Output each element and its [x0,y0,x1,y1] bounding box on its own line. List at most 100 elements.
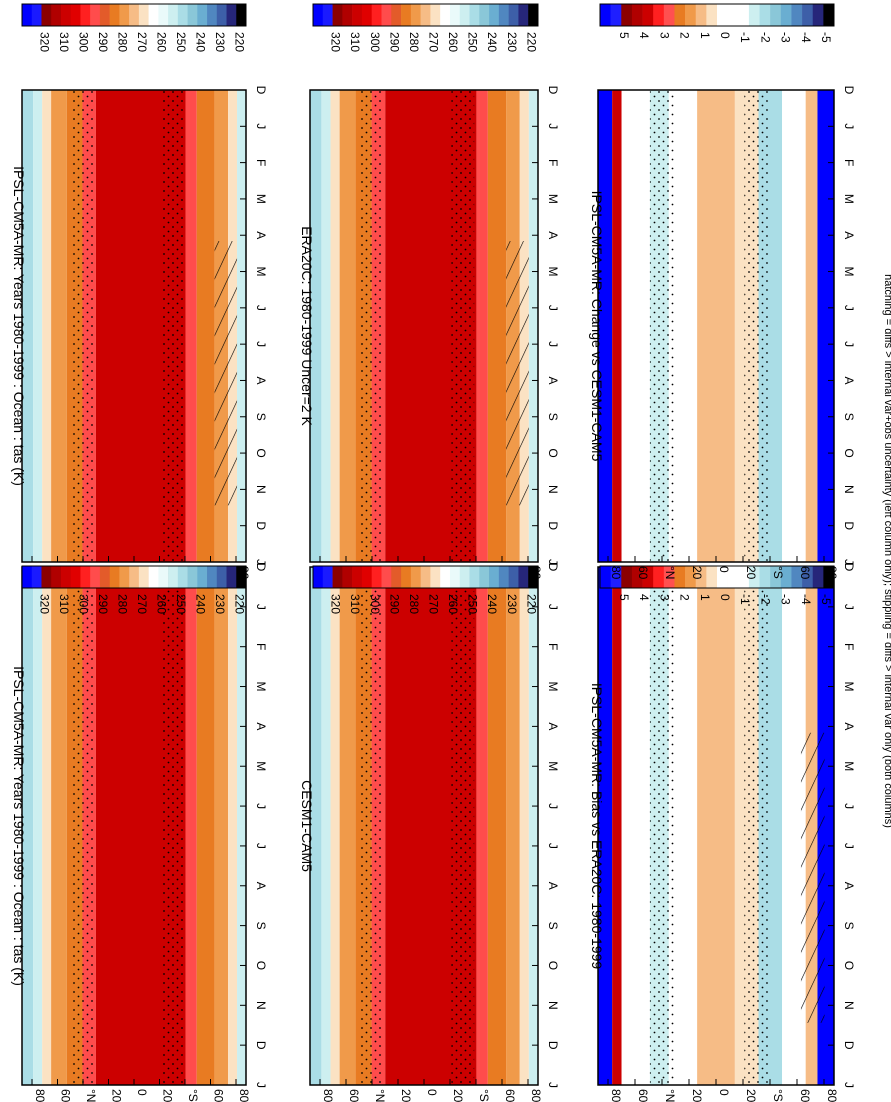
colorbar-frame [312,565,539,589]
colorbar-swatch [70,566,81,588]
colorbar-swatch [60,566,71,588]
colorbar-swatch [780,4,792,26]
field-band [528,567,538,1085]
x-tick-label: D [842,563,856,572]
colorbar-swatch [158,566,169,588]
x-tick-label: J [546,305,560,311]
colorbar-frame [599,565,835,589]
colorbar-swatch [717,566,728,588]
colorbar-swatch [449,566,461,588]
y-tick-label: 80 [609,1089,623,1102]
x-tick-label: D [546,563,560,572]
colorbar-swatch [207,566,218,588]
colorbar-swatch [187,566,198,588]
field-band [598,90,613,562]
colorbar-tick-label: 5 [617,594,631,601]
colorbar-swatch [420,4,431,26]
x-tick-label: O [546,448,560,457]
x-tick-label: J [842,123,856,129]
colorbar-tick-label: 4 [637,32,651,39]
stippling-overlay [649,567,674,1085]
chart-title: IPSL-CM5A-MR: Change vs CESM1-CAM5 [589,191,605,462]
colorbar-tick-label: 280 [407,32,421,52]
colorbar-swatch [469,4,480,26]
colorbar-frame [312,3,539,27]
colorbar-tick-label: 310 [348,594,362,614]
x-tick-label: A [254,376,268,384]
colorbar-swatch [381,4,392,26]
colorbar-swatch [391,566,402,588]
colorbar-swatch [410,566,421,588]
x-tick-label: J [254,1082,268,1088]
colorbar-swatch [621,566,633,588]
colorbar-swatch [674,566,686,588]
x-tick-label: N [254,485,268,494]
colorbar-swatch [90,4,101,26]
colorbar-tick-label: 230 [213,594,227,614]
x-tick-label: A [546,722,560,730]
colorbar-swatch [727,566,739,588]
x-tick-label: J [546,1082,560,1088]
colorbar-swatch [748,566,760,588]
colorbar-tick-label: 240 [193,32,207,52]
colorbar-swatch [791,566,803,588]
colorbar-swatch [313,566,324,588]
x-tick-label: J [254,843,268,849]
colorbar-swatch [207,4,218,26]
colorbar-tick-label: -2 [758,32,772,43]
y-tick-label: 60 [59,1089,73,1102]
colorbar-swatch [70,4,81,26]
colorbar-swatch [770,566,782,588]
stippling-overlay [649,90,674,562]
x-tick-label: S [546,413,560,421]
y-tick-label: 80 [825,1089,839,1102]
colorbar-swatch [600,566,611,588]
field-band [668,90,698,562]
colorbar-swatch [748,4,760,26]
colorbar-swatch [780,566,792,588]
x-tick-label: D [842,86,856,95]
stippling-overlay [451,90,475,562]
y-tick-label: 80 [609,566,623,580]
x-tick-label: A [842,376,856,384]
x-tick-label: O [254,961,268,970]
colorbar-swatch [717,4,728,26]
chart-panel-5: IPSL-CM5A-MR: Bias vs ERA20C: 1980-1999 D… [589,563,856,1102]
colorbar-swatch [226,566,237,588]
colorbar-tick-label: 300 [77,32,91,52]
x-tick-label: D [546,86,560,95]
chart-title: ERA20C: 1980-1999 Uncer=2 K [299,226,315,426]
chart-title: IPSL-CM5A-MR: Years 1980-1999 : Ocean : … [11,166,27,486]
colorbar-swatch [489,566,500,588]
x-tick-label: J [842,843,856,849]
y-tick-label: 20 [690,566,704,580]
x-tick-label: D [254,563,268,572]
field-band [42,567,52,1085]
colorbar-swatch [770,4,782,26]
y-tick-label: 80 [321,1089,335,1102]
x-tick-label: S [546,922,560,930]
colorbar-swatch [342,566,353,588]
y-tick-label: 60 [347,1089,361,1102]
x-tick-label: N [254,1001,268,1010]
y-tick-label: 20 [399,1089,413,1102]
colorbar-tick-label: 320 [38,594,52,614]
colorbar-swatch [371,566,382,588]
colorbar-tick-label: 220 [524,32,538,52]
colorbar-tick-label: 310 [57,32,71,52]
stippling-overlay [744,567,768,1085]
x-tick-label: M [842,267,856,277]
colorbar-swatch [479,4,490,26]
x-tick-label: J [842,341,856,347]
colorbar-swatch [119,4,130,26]
stippling-overlay [360,90,383,562]
y-tick-label: 80 [237,1089,251,1102]
colorbar-tick-label: -1 [738,32,752,43]
colorbar-swatch [479,566,490,588]
x-tick-label: F [546,159,560,166]
colorbar-tick-label: 1 [698,32,712,39]
colorbar-swatch [371,4,382,26]
colorbar-tick-label: 270 [427,32,441,52]
colorbar-swatch [31,4,42,26]
x-tick-label: M [254,761,268,771]
